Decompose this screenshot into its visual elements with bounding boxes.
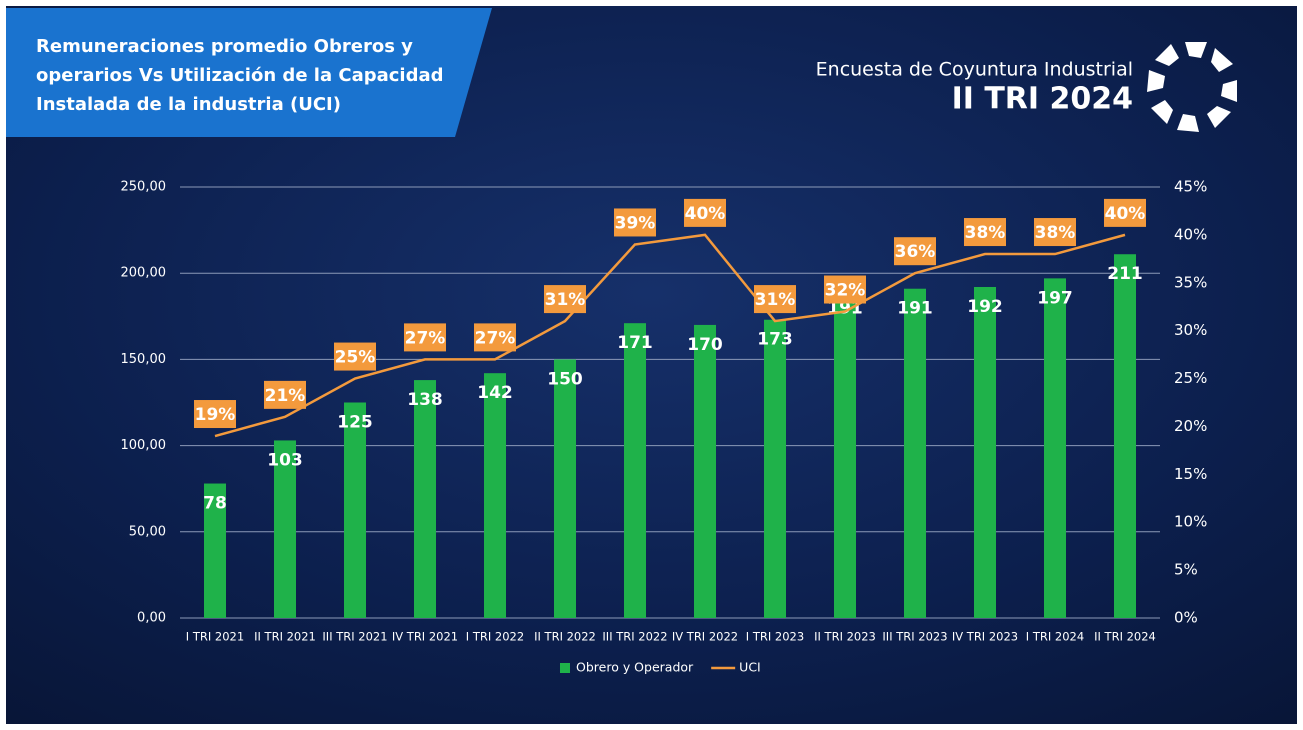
y2-tick-label: 25% — [1174, 369, 1207, 387]
bar-value-label: 125 — [337, 413, 373, 433]
x-tick-label: III TRI 2023 — [882, 630, 947, 644]
bar — [344, 402, 366, 618]
x-tick-label: I TRI 2022 — [466, 630, 524, 644]
chart-title: Instalada de la industria (UCI) — [36, 94, 341, 115]
bar — [414, 380, 436, 618]
data-label-box — [824, 275, 866, 304]
line-value-label: 38% — [965, 223, 1006, 243]
x-tick-label: III TRI 2022 — [602, 630, 667, 644]
line-value-label: 21% — [265, 386, 306, 406]
data-label-box — [474, 323, 516, 352]
data-label-box — [754, 285, 796, 314]
data-label-box — [264, 380, 306, 409]
bar-value-label: 138 — [407, 390, 443, 410]
line-value-label: 27% — [405, 328, 446, 348]
line-value-label: 36% — [895, 242, 936, 262]
bar-value-label: 103 — [267, 450, 303, 470]
y2-tick-label: 5% — [1174, 561, 1198, 579]
data-label-box — [964, 218, 1006, 247]
line-value-label: 40% — [1105, 204, 1146, 224]
logo — [1147, 42, 1237, 132]
bar-value-label: 150 — [547, 369, 583, 389]
bar — [1114, 254, 1136, 618]
bar-value-label: 173 — [757, 330, 793, 350]
x-tick-label: II TRI 2021 — [254, 630, 316, 644]
line-value-label: 39% — [615, 213, 656, 233]
bar — [764, 319, 786, 618]
x-tick-label: II TRI 2022 — [534, 630, 596, 644]
y2-tick-label: 35% — [1174, 273, 1207, 291]
bar-value-label: 192 — [967, 297, 1003, 317]
bar-value-label: 171 — [617, 333, 653, 353]
x-tick-label: IV TRI 2021 — [392, 630, 458, 644]
bar — [274, 440, 296, 618]
x-tick-label: I TRI 2024 — [1026, 630, 1084, 644]
data-label-box — [194, 400, 236, 429]
legend-swatch — [560, 663, 570, 673]
line-value-label: 32% — [825, 281, 866, 301]
bar — [834, 288, 856, 618]
bar-value-label: 142 — [477, 383, 513, 403]
y2-tick-label: 45% — [1174, 178, 1207, 196]
x-tick-label: II TRI 2024 — [1094, 630, 1156, 644]
line — [214, 233, 1126, 438]
bar — [974, 286, 996, 618]
data-label-box — [684, 198, 726, 227]
survey-period: II TRI 2024 — [952, 82, 1133, 117]
x-tick-label: III TRI 2021 — [322, 630, 387, 644]
title-box — [6, 8, 492, 137]
bar-value-label: 211 — [1107, 264, 1143, 284]
bar-value-label: 191 — [897, 299, 933, 319]
x-tick-label: IV TRI 2023 — [952, 630, 1018, 644]
bar — [694, 324, 716, 618]
y2-tick-label: 40% — [1174, 225, 1207, 243]
y2-tick-label: 10% — [1174, 513, 1207, 531]
x-tick-label: IV TRI 2022 — [672, 630, 738, 644]
y-tick-label: 200,00 — [121, 266, 167, 281]
y-tick-label: 250,00 — [121, 180, 167, 195]
data-label-box — [404, 323, 446, 352]
line-value-label: 31% — [545, 290, 586, 310]
data-label-box — [544, 285, 586, 314]
line-value-label: 27% — [475, 328, 516, 348]
y2-tick-label: 15% — [1174, 465, 1207, 483]
bar — [904, 288, 926, 618]
chart-title: Remuneraciones promedio Obreros y — [36, 36, 413, 57]
bar — [484, 373, 506, 618]
y-tick-label: 100,00 — [121, 438, 167, 453]
line-value-label: 38% — [1035, 223, 1076, 243]
data-label-box — [894, 237, 936, 266]
survey-name: Encuesta de Coyuntura Industrial — [816, 59, 1133, 81]
data-label-box — [1034, 218, 1076, 247]
line-value-label: 31% — [755, 290, 796, 310]
bar-value-label: 78 — [203, 494, 227, 514]
y-tick-label: 0,00 — [137, 611, 166, 626]
line-value-label: 19% — [195, 405, 236, 425]
chart-title: operarios Vs Utilización de la Capacidad — [36, 65, 444, 86]
bar — [1044, 278, 1066, 618]
bar — [624, 323, 646, 618]
data-label-box — [334, 342, 376, 371]
x-tick-label: I TRI 2021 — [186, 630, 244, 644]
bar-value-label: 170 — [687, 335, 723, 355]
x-tick-label: II TRI 2023 — [814, 630, 876, 644]
bar-value-label: 197 — [1037, 288, 1073, 308]
legend-label: Obrero y Operador — [576, 660, 694, 675]
data-label-box — [614, 208, 656, 237]
data-label-box — [1104, 198, 1146, 227]
y-tick-label: 150,00 — [121, 352, 167, 367]
bar — [554, 359, 576, 618]
y2-tick-label: 20% — [1174, 417, 1207, 435]
y-tick-label: 50,00 — [129, 524, 166, 539]
legend-label: UCI — [739, 660, 761, 675]
y2-tick-label: 0% — [1174, 609, 1198, 627]
line-value-label: 25% — [335, 348, 376, 368]
y2-tick-label: 30% — [1174, 321, 1207, 339]
bar — [204, 483, 226, 618]
line-value-label: 40% — [685, 204, 726, 224]
x-tick-label: I TRI 2023 — [746, 630, 804, 644]
